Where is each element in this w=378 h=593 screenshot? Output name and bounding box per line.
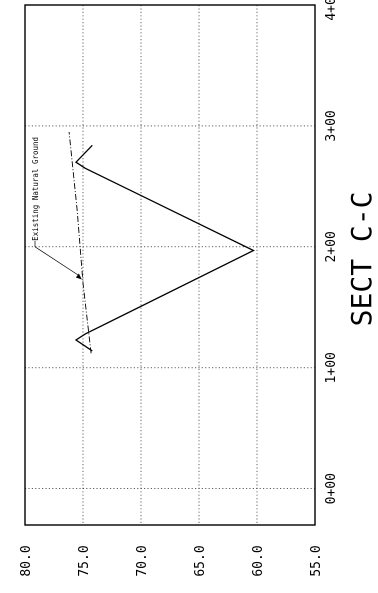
station-tick-label: 0+00 <box>324 473 339 504</box>
existing-ground-line <box>68 131 92 354</box>
elevation-tick-label: 80.0 <box>19 545 34 576</box>
chart-title: SECT C-C <box>345 192 378 327</box>
annotation-layer: Existing Natural Ground <box>31 137 82 280</box>
annotation-arrowhead <box>75 273 82 280</box>
section-profile-line <box>74 144 255 352</box>
station-tick-label: 3+00 <box>324 110 339 141</box>
station-tick-label: 4+00 <box>324 0 339 21</box>
y-tick-labels: 55.0 60.0 65.0 70.0 75.0 80.0 <box>19 545 324 576</box>
elevation-tick-label: 75.0 <box>77 545 92 576</box>
annotation-label: Existing Natural Ground <box>31 137 40 241</box>
grid-lines <box>25 5 315 525</box>
elevation-tick-label: 65.0 <box>193 545 208 576</box>
station-tick-label: 1+00 <box>324 352 339 383</box>
x-tick-labels: 0+00 1+00 2+00 3+00 4+00 <box>324 0 339 504</box>
plot-border <box>24 4 316 526</box>
elevation-tick-label: 55.0 <box>309 545 324 576</box>
annotation-leader <box>34 240 80 276</box>
elevation-tick-label: 70.0 <box>135 545 150 576</box>
station-tick-label: 2+00 <box>324 231 339 262</box>
elevation-tick-label: 60.0 <box>251 545 266 576</box>
series-layer <box>68 131 255 354</box>
plot-frame <box>24 4 316 526</box>
